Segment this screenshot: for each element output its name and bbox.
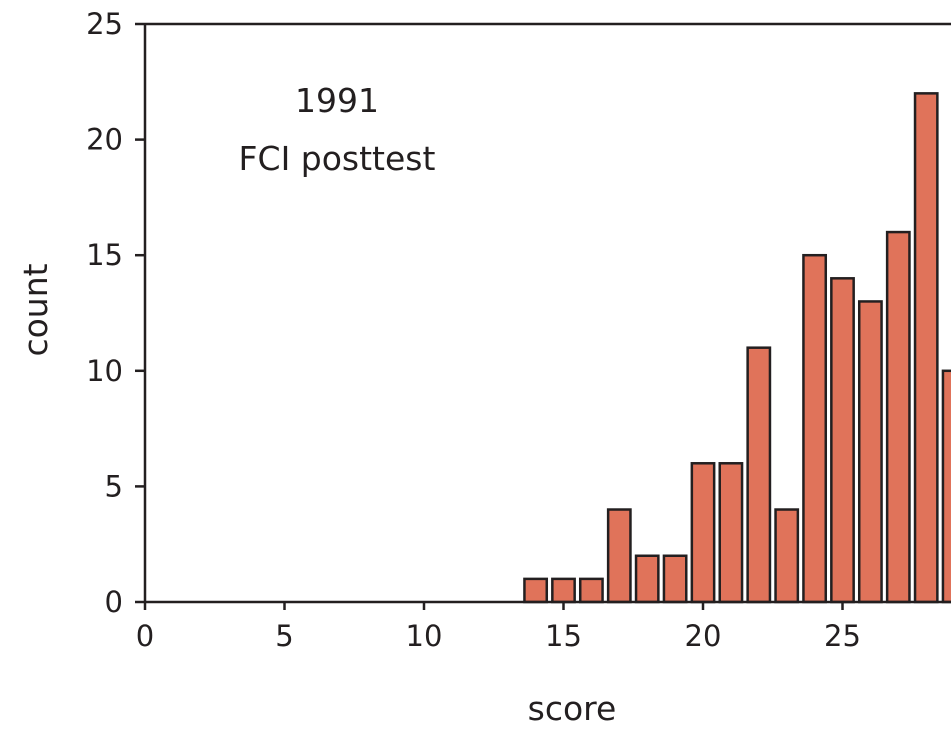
x-tick-label: 20 xyxy=(685,619,722,653)
y-tick-label: 5 xyxy=(105,469,123,503)
y-tick-label: 15 xyxy=(86,238,123,272)
bar-score-22 xyxy=(746,346,772,604)
bar-score-29 xyxy=(941,369,951,604)
x-tick-label: 25 xyxy=(824,619,861,653)
axes-group xyxy=(143,22,951,604)
x-axis-label: score xyxy=(528,689,617,728)
ticks-group: 0 5 10 15 20 25 0 5 10 15 20 25 xyxy=(86,7,861,653)
y-tick-label: 0 xyxy=(105,585,123,619)
bar-score-21 xyxy=(718,462,744,604)
bar-score-23 xyxy=(774,508,800,604)
annotation-year: 1991 xyxy=(295,81,379,120)
y-tick-label: 25 xyxy=(86,7,123,41)
bar-score-19 xyxy=(662,554,688,604)
bar-score-24 xyxy=(802,253,828,604)
bars-group xyxy=(523,92,951,604)
bar-score-20 xyxy=(690,462,716,604)
x-tick-label: 10 xyxy=(406,619,443,653)
bar-score-17 xyxy=(606,508,632,604)
y-tick-label: 20 xyxy=(86,123,123,157)
bar-score-16 xyxy=(578,577,604,604)
x-tick-label: 5 xyxy=(275,619,293,653)
bar-score-25 xyxy=(830,277,855,604)
x-tick-label: 0 xyxy=(136,619,154,653)
bar-score-27 xyxy=(885,230,911,604)
y-axis-label: count xyxy=(16,263,55,356)
bar-score-15 xyxy=(551,577,576,604)
annotation-test: FCI posttest xyxy=(239,139,436,178)
bar-score-14 xyxy=(523,577,549,604)
bar-score-18 xyxy=(634,554,660,604)
bar-score-26 xyxy=(857,300,883,604)
bar-score-28 xyxy=(913,92,939,604)
x-tick-label: 15 xyxy=(545,619,582,653)
y-tick-label: 10 xyxy=(86,354,123,388)
